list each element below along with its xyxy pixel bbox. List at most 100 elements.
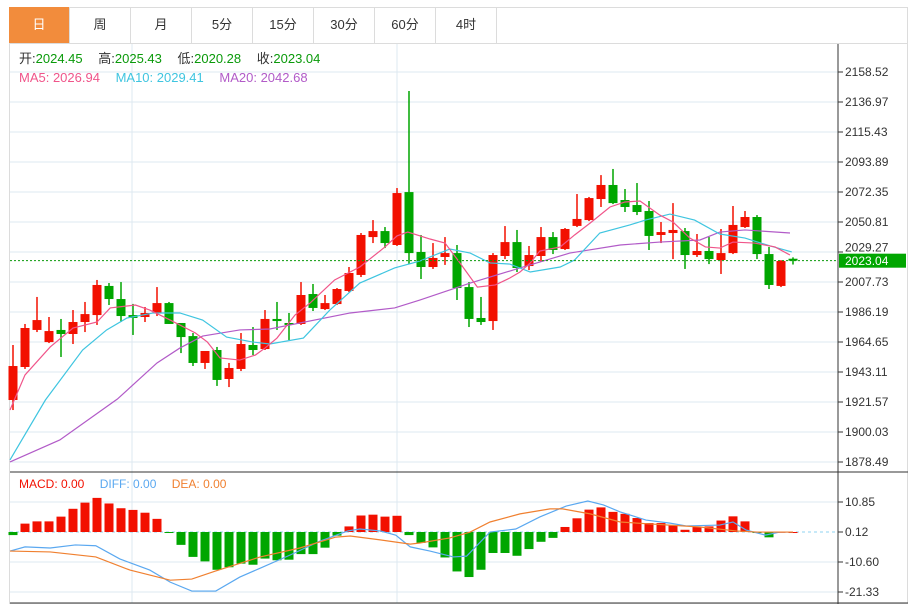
tab-week[interactable]: 周 (70, 7, 131, 43)
macd-histogram-bar (596, 507, 606, 533)
candle-body (740, 217, 750, 228)
candle (392, 188, 402, 246)
ma-legend: MA5: 2026.94 MA10: 2029.41 MA20: 2042.68 (19, 70, 308, 86)
candle-body (668, 229, 678, 234)
macd-histogram-bar (704, 526, 714, 533)
macd-histogram-bar (296, 532, 306, 555)
price-tick-label: 2158.52 (845, 65, 889, 79)
candle-body (356, 234, 366, 275)
candle (764, 246, 774, 290)
ohlc-readout: 开:2024.45 高:2025.43 低:2020.28 收:2023.04 (19, 51, 332, 67)
tab-day[interactable]: 日 (9, 7, 70, 43)
macd-tick-label: -21.33 (845, 585, 879, 599)
candle (200, 350, 210, 369)
macd-histogram-bar (548, 532, 558, 538)
macd-histogram-bar (32, 521, 42, 533)
ma5-legend: MA5: 2026.94 (19, 70, 100, 85)
candle-body (548, 237, 558, 251)
ma5-line (9, 200, 791, 411)
close-label: 收: (256, 51, 274, 66)
candle (788, 257, 798, 265)
candle (536, 227, 546, 262)
macd-histogram-bar (476, 532, 486, 570)
candle-body (152, 303, 162, 313)
candle-body (608, 184, 618, 204)
macd-histogram-bar (668, 525, 678, 533)
candle-body (488, 255, 498, 322)
candle (20, 323, 30, 369)
diff-line (9, 500, 793, 592)
candle (668, 203, 678, 260)
macd-histogram-bar (164, 532, 174, 534)
tab-30min[interactable]: 30分 (314, 7, 375, 43)
candle (80, 301, 90, 333)
open-label: 开: (19, 51, 36, 66)
candle-body (704, 250, 714, 260)
candle-body (80, 314, 90, 323)
macd-histogram-bar (452, 532, 462, 572)
candle-body (764, 254, 774, 285)
macd-histogram-bar (332, 532, 342, 536)
ma10-line (9, 213, 792, 461)
candle-body (296, 295, 306, 324)
candle-body (344, 272, 354, 291)
candle (152, 287, 162, 317)
tab-5min[interactable]: 5分 (192, 7, 253, 43)
high-value: 2025.43 (114, 51, 162, 66)
ma10-legend: MA10: 2029.41 (115, 70, 204, 85)
tab-15min[interactable]: 15分 (253, 7, 314, 43)
candle-body (584, 198, 594, 221)
ma20-legend: MA20: 2042.68 (219, 70, 308, 85)
macd-histogram-bar (140, 512, 150, 533)
candle-body (320, 303, 330, 310)
candle-body (212, 350, 222, 380)
candle (320, 295, 330, 311)
candle (332, 288, 342, 306)
macd-histogram-bar (656, 523, 666, 533)
period-tabs: 日 周 月 5分 15分 30分 60分 4时 (9, 7, 908, 44)
candle (104, 283, 114, 306)
candle (92, 279, 102, 325)
macd-tick-label: 10.85 (845, 495, 875, 509)
open-value: 2024.45 (35, 51, 83, 66)
candle (644, 200, 654, 251)
candle-body (428, 257, 438, 268)
candle (584, 196, 594, 222)
macd-histogram-bar (632, 518, 642, 533)
candle-body (368, 231, 378, 238)
candle (452, 245, 462, 301)
candle (404, 90, 414, 265)
candle-body (236, 344, 246, 369)
candle (632, 183, 642, 216)
candle-body (452, 253, 462, 289)
candle (740, 211, 750, 229)
candle (680, 228, 690, 269)
candle-body (596, 184, 606, 200)
candle-body (464, 287, 474, 319)
macd-histogram-bar (620, 513, 630, 533)
candle-body (680, 231, 690, 256)
candle (548, 232, 558, 255)
candle (620, 189, 630, 212)
macd-histogram-bar (248, 532, 258, 565)
candle (704, 237, 714, 265)
candle-body (20, 328, 30, 368)
candle-body (440, 253, 450, 257)
tab-month[interactable]: 月 (131, 7, 192, 43)
macd-histogram-bar (200, 532, 210, 562)
price-tick-label: 2093.89 (845, 155, 889, 169)
tab-60min[interactable]: 60分 (375, 7, 436, 43)
macd-legend: MACD: 0.00 DIFF: 0.00 DEA: 0.00 (19, 477, 226, 491)
candle-body (116, 299, 126, 317)
candle-body (224, 367, 234, 379)
macd-histogram-bar (428, 532, 438, 548)
candle-body (788, 258, 798, 261)
price-tick-label: 1900.03 (845, 425, 889, 439)
tab-4hour[interactable]: 4时 (436, 7, 497, 43)
macd-histogram-bar (68, 508, 78, 533)
candle-body (620, 200, 630, 207)
price-tick-label: 2136.97 (845, 95, 889, 109)
macd-histogram-bar (260, 532, 270, 559)
candle-body (500, 242, 510, 257)
